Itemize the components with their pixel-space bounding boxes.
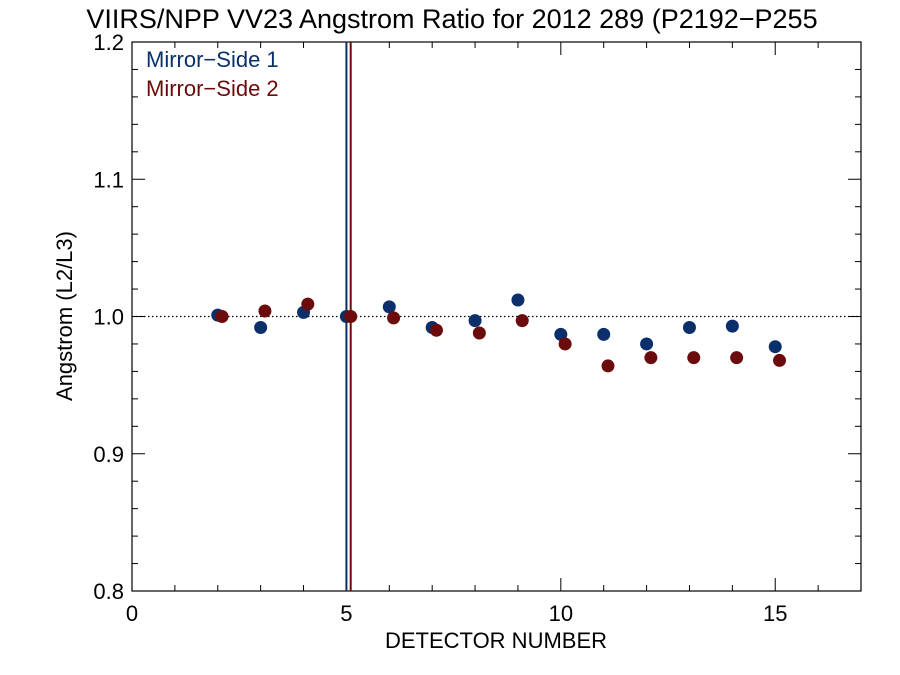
x-axis-label: DETECTOR NUMBER: [385, 628, 607, 653]
legend: Mirror−Side 1 Mirror−Side 2: [146, 47, 279, 101]
y-tick-label: 0.8: [93, 579, 124, 604]
data-point-series-2: [472, 326, 486, 340]
axis-tick-labels: 0 5 10 15 0.8 0.9 1.0 1.1 1.2: [93, 30, 787, 626]
data-point-series-2: [773, 353, 787, 367]
data-point-series-2: [644, 351, 658, 365]
data-point-series-2: [387, 311, 401, 325]
x-tick-label: 0: [126, 601, 138, 626]
data-point-series-2: [344, 310, 358, 323]
y-axis-label: Angstrom (L2/L3): [52, 231, 77, 401]
data-point-series-1: [511, 293, 525, 307]
data-point-series-2: [601, 359, 615, 373]
chart-title: VIIRS/NPP VV23 Angstrom Ratio for 2012 2…: [86, 4, 817, 34]
y-tick-label: 1.1: [93, 167, 124, 192]
data-point-series-2: [215, 310, 229, 323]
legend-entry-mirror-side-1: Mirror−Side 1: [146, 47, 279, 72]
data-point-series-1: [597, 327, 611, 341]
data-point-series-2: [687, 351, 701, 365]
x-tick-label: 5: [340, 601, 352, 626]
data-point-series-2: [429, 323, 443, 337]
data-point-series-1: [254, 320, 268, 334]
data-point-series-2: [258, 304, 272, 318]
data-point-series-1: [682, 320, 696, 334]
data-point-series-2: [515, 314, 529, 328]
x-tick-label: 10: [549, 601, 573, 626]
data-point-series-2: [301, 297, 315, 311]
data-point-series-1: [382, 300, 396, 314]
legend-entry-mirror-side-2: Mirror−Side 2: [146, 76, 279, 101]
data-points: [211, 293, 787, 373]
y-tick-label: 1.0: [93, 305, 124, 330]
y-tick-label: 1.2: [93, 30, 124, 55]
y-tick-label: 0.9: [93, 442, 124, 467]
data-point-series-1: [768, 340, 782, 354]
data-point-series-1: [468, 314, 482, 328]
data-point-series-2: [558, 337, 572, 351]
data-point-series-2: [730, 351, 744, 365]
data-point-series-1: [640, 337, 654, 351]
data-point-series-1: [725, 319, 739, 333]
x-tick-label: 15: [763, 601, 787, 626]
